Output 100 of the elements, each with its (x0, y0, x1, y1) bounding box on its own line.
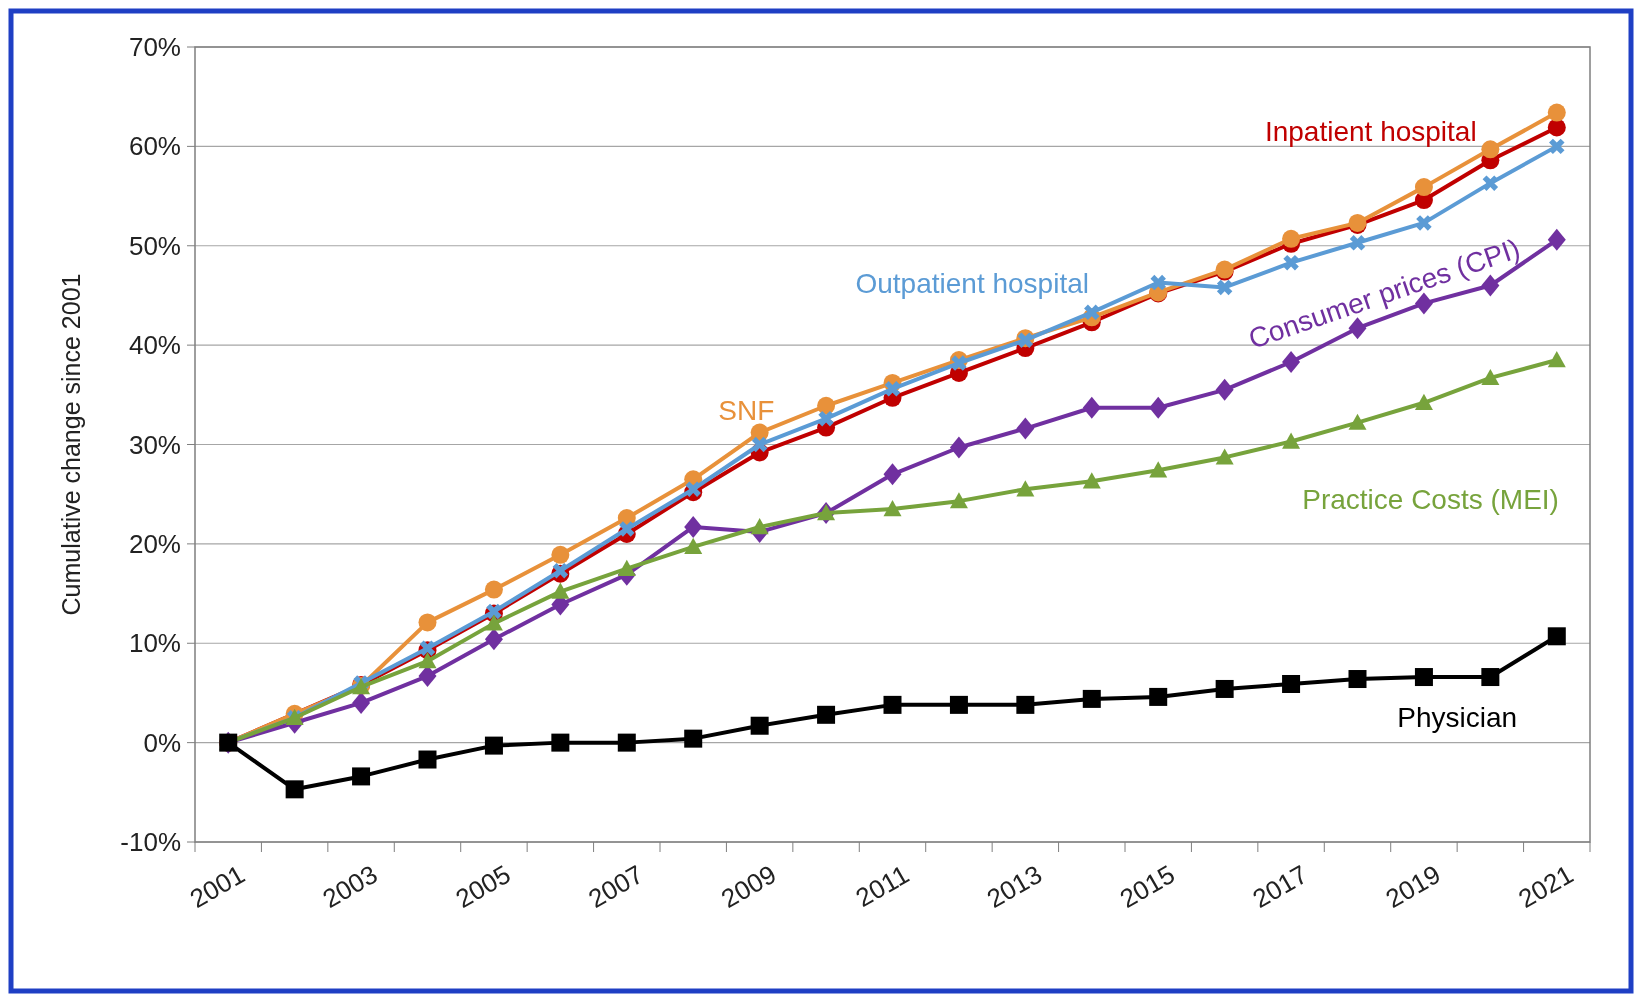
y-tick-label: 10% (128, 628, 181, 659)
point (949, 492, 968, 509)
point (1215, 448, 1234, 465)
point (418, 750, 437, 769)
point (883, 695, 902, 714)
point (1349, 235, 1366, 251)
point (1082, 396, 1101, 419)
y-tick-label: 40% (128, 330, 181, 361)
point (551, 582, 570, 599)
point (1149, 461, 1168, 478)
point (418, 652, 437, 669)
point (1016, 417, 1035, 440)
x-tick-label: 2021 (1513, 859, 1579, 914)
point (551, 733, 570, 752)
point (1481, 668, 1500, 687)
point (352, 767, 371, 786)
point (1547, 627, 1566, 646)
point (1414, 178, 1433, 197)
point (817, 504, 836, 521)
point (1149, 687, 1168, 706)
series-label: SNF (718, 394, 775, 426)
point (1082, 472, 1101, 489)
point (1547, 103, 1566, 122)
point (352, 691, 371, 714)
point (750, 716, 769, 735)
point (552, 562, 569, 579)
x-tick-label: 2011 (850, 859, 915, 914)
point (418, 613, 437, 632)
point (1283, 254, 1299, 271)
point (684, 515, 703, 538)
point (1414, 393, 1433, 410)
point (1549, 138, 1565, 155)
point (1348, 670, 1367, 689)
point (1282, 351, 1301, 374)
point (949, 695, 968, 714)
x-tick-label: 2015 (1114, 859, 1180, 914)
point (684, 537, 703, 555)
y-tick-label: 30% (128, 429, 181, 460)
x-tick-label: 2005 (450, 859, 516, 914)
point (685, 481, 701, 497)
point (817, 396, 836, 415)
y-tick-label: -10% (120, 827, 181, 858)
point (884, 381, 901, 397)
y-axis-title: Cumulative change since 2001 (57, 273, 85, 616)
point (818, 410, 834, 427)
x-tick-label: 2003 (317, 859, 383, 914)
point (1282, 432, 1301, 449)
point (1348, 413, 1367, 430)
point (817, 705, 836, 724)
point (484, 628, 503, 651)
series-label: Inpatient hospital (1264, 116, 1477, 148)
point (619, 521, 635, 537)
x-tick-label: 2001 (184, 859, 250, 914)
point (1282, 674, 1301, 693)
y-tick-label: 70% (128, 32, 181, 63)
point (1016, 695, 1035, 714)
point (1215, 378, 1234, 401)
y-tick-label: 0% (143, 727, 181, 758)
point (484, 614, 503, 631)
point (1084, 304, 1100, 321)
y-tick-label: 20% (128, 528, 181, 559)
point (285, 780, 304, 799)
point (418, 665, 437, 688)
x-tick-label: 2013 (981, 859, 1047, 914)
x-tick-label: 2007 (583, 859, 649, 914)
point (883, 500, 902, 517)
point (1282, 229, 1301, 248)
x-tick-label: 2017 (1247, 859, 1313, 914)
point (1481, 140, 1500, 159)
series-label: Physician (1397, 701, 1518, 733)
point (949, 436, 968, 459)
series-label: Outpatient hospital (855, 268, 1089, 300)
point (1149, 396, 1168, 419)
series-label: Practice Costs (MEI) (1302, 483, 1559, 515)
point (617, 559, 636, 576)
point (617, 733, 636, 752)
point (1414, 668, 1433, 687)
point (750, 517, 769, 535)
point (1482, 175, 1499, 191)
point (484, 580, 503, 599)
point (684, 729, 703, 748)
point (1082, 689, 1101, 708)
x-tick-label: 2009 (716, 859, 782, 914)
point (1150, 274, 1166, 291)
point (1481, 368, 1500, 386)
y-tick-label: 50% (128, 230, 181, 261)
point (1547, 351, 1566, 368)
point (1215, 679, 1234, 698)
point (751, 436, 768, 453)
point (551, 545, 570, 564)
point (484, 736, 503, 755)
point (1547, 228, 1566, 251)
point (1016, 480, 1035, 497)
point (951, 355, 967, 371)
x-tick-label: 2019 (1380, 859, 1446, 914)
point (1216, 279, 1233, 296)
point (1547, 118, 1566, 137)
point (419, 640, 436, 656)
point (1416, 215, 1432, 231)
y-tick-label: 60% (128, 131, 181, 162)
